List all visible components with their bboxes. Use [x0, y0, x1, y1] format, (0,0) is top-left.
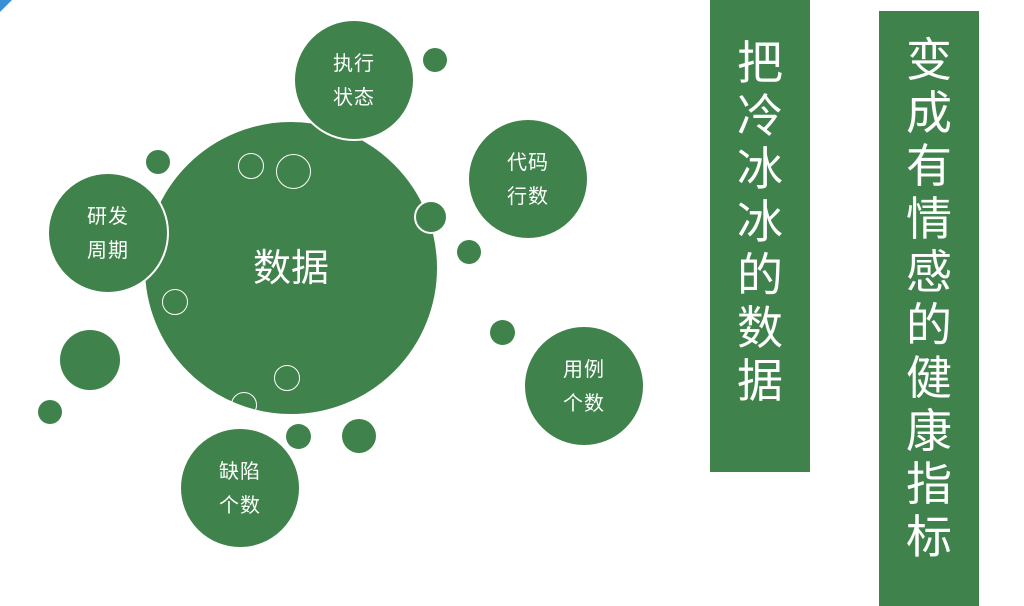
slogan-right-text: 变成有情感的健康指标 [906, 34, 952, 564]
decor-dot [423, 48, 447, 72]
corner-accent [0, 0, 12, 12]
decor-dot [146, 150, 170, 174]
bubble-code-lines: 代码 行数 [467, 118, 589, 240]
bubble-defect-count: 缺陷 个数 [179, 427, 301, 549]
slogan-char: 把 [737, 36, 783, 90]
decor-dot [342, 419, 376, 453]
ring-ornament [238, 153, 264, 179]
decor-dot [457, 240, 481, 264]
slogan-char: 标 [906, 510, 952, 564]
slogan-char: 变 [906, 33, 952, 87]
decor-dot [38, 400, 62, 424]
bubble-label: 周期 [87, 238, 129, 262]
slogan-char: 冰 [737, 142, 783, 196]
bubble-label: 个数 [219, 493, 261, 517]
slogan-char: 健 [906, 351, 952, 405]
bubble-label: 个数 [563, 391, 605, 415]
bubble-label: 代码 [507, 150, 549, 174]
bubble-case-count: 用例 个数 [523, 325, 645, 447]
bubble-label: 行数 [507, 184, 549, 208]
bubble-exec-status: 执行 状态 [293, 19, 415, 141]
slogan-band-left: 把冷冰冰的数据 [710, 0, 810, 472]
slogan-char: 据 [737, 354, 783, 408]
ring-ornament-filled [414, 200, 448, 234]
slogan-char: 康 [906, 404, 952, 458]
bubble-label: 用例 [563, 357, 605, 381]
slogan-char: 数 [737, 301, 783, 355]
slogan-char: 情 [906, 192, 952, 246]
bubble-dev-cycle: 研发 周期 [47, 172, 169, 294]
slogan-char: 指 [906, 457, 952, 511]
decor-dot [60, 330, 120, 390]
ring-ornament [276, 154, 311, 189]
slogan-left-text: 把冷冰冰的数据 [737, 37, 783, 408]
ring-ornament [274, 365, 300, 391]
bubble-label: 研发 [87, 204, 129, 228]
bubble-label: 状态 [333, 85, 375, 109]
slogan-char: 感 [906, 245, 952, 299]
slogan-char: 成 [906, 86, 952, 140]
slogan-char: 的 [737, 248, 783, 302]
bubble-label: 缺陷 [219, 459, 261, 483]
slogan-band-right: 变成有情感的健康指标 [879, 11, 979, 606]
slogan-char: 有 [906, 139, 952, 193]
slogan-char: 的 [906, 298, 952, 352]
decor-dot [286, 424, 311, 449]
bubble-label: 执行 [333, 51, 375, 75]
decor-dot [490, 320, 515, 345]
slogan-char: 冷 [737, 89, 783, 143]
ring-ornament [162, 289, 188, 315]
ring-ornament [231, 392, 257, 418]
slogan-char: 冰 [737, 195, 783, 249]
center-label: 数据 [252, 246, 329, 290]
